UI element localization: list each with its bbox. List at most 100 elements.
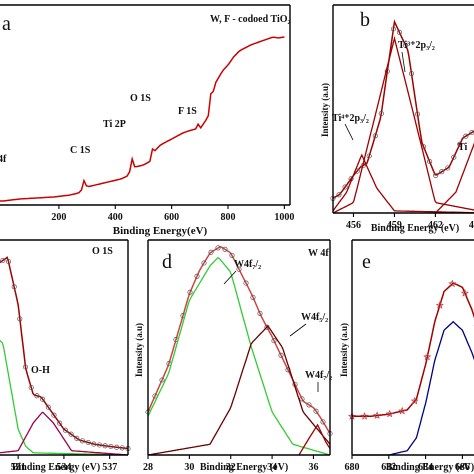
data-point: [194, 273, 200, 279]
annotation-leader: [401, 51, 406, 73]
data-point: [299, 396, 305, 402]
x-tick-label: 534: [56, 462, 71, 473]
data-point: [320, 419, 326, 425]
x-tick-label: 531: [11, 462, 26, 473]
data-point: [385, 409, 394, 418]
data-point: [271, 338, 277, 344]
x-tick-label: 32: [226, 462, 236, 473]
data-point: [435, 301, 444, 309]
x-tick-label: 800: [221, 212, 236, 223]
y-axis-label: Intensity (a.u): [320, 83, 330, 137]
x-axis-label: Binding Energy(eV): [113, 225, 208, 237]
peak-annotation: Ti³⁺2p₃/₂: [398, 40, 435, 51]
x-tick-label: 34: [267, 462, 277, 473]
x-tick-label: 28: [143, 462, 153, 473]
data-point: [11, 284, 17, 290]
data-point: [114, 444, 120, 450]
data-point: [410, 396, 419, 405]
data-point: [62, 427, 68, 433]
annotation-leader: [223, 270, 237, 285]
x-tick-label: 400: [108, 212, 123, 223]
data-point: [378, 111, 384, 117]
x-tick-label: 465: [469, 220, 474, 231]
data-point: [398, 406, 407, 415]
data-point: [414, 111, 421, 117]
series-line-0: [352, 282, 474, 418]
x-tick-label: 684: [418, 462, 433, 473]
data-point: [85, 439, 91, 446]
peak-annotation: O 1S: [130, 93, 151, 104]
data-point: [208, 249, 214, 255]
peak-annotation: Ti⁴⁺2p₃/₂: [332, 113, 369, 124]
data-point: [68, 431, 74, 437]
data-point: [451, 154, 457, 160]
x-tick-label: 682: [381, 462, 396, 473]
data-point: [40, 396, 46, 402]
data-point: [439, 169, 445, 175]
data-point: [119, 445, 125, 451]
peak-annotation: W4f₇/₂: [305, 370, 332, 381]
series-line-1: [352, 320, 474, 456]
x-tick-label: 462: [428, 220, 443, 231]
data-point: [402, 42, 409, 48]
y-axis-label: Intensity (a.u): [134, 323, 144, 377]
data-point: [336, 192, 342, 198]
series-line-0: [0, 256, 129, 450]
x-tick-label: 459: [387, 220, 402, 231]
data-point: [17, 316, 23, 322]
panel-legend: W 4f: [308, 248, 329, 259]
peak-annotation: Ti: [458, 142, 467, 153]
panel-label: b: [360, 9, 370, 31]
panel-label: d: [162, 251, 172, 273]
data-point: [372, 411, 382, 419]
data-point: [229, 252, 235, 258]
data-point: [187, 289, 193, 295]
data-point: [342, 184, 348, 190]
data-point: [313, 408, 319, 414]
x-tick-label: 600: [164, 212, 179, 223]
x-tick-label: 36: [308, 462, 318, 473]
data-point: [457, 141, 463, 147]
data-point: [423, 352, 432, 361]
series-line-2: [332, 153, 474, 214]
panel-label: O 1S: [92, 246, 113, 257]
panel-label: a: [2, 13, 11, 35]
data-point: [215, 245, 221, 251]
data-point: [222, 246, 228, 252]
data-point: [243, 280, 249, 286]
data-point: [460, 288, 470, 297]
data-point: [108, 443, 114, 450]
x-tick-label: 1000: [274, 212, 294, 223]
data-point: [51, 412, 57, 418]
series-line-0: [0, 36, 285, 202]
data-point: [22, 364, 29, 370]
series-line-1: [0, 339, 128, 456]
data-point: [408, 71, 415, 77]
x-tick-label: 456: [346, 220, 361, 231]
peak-annotation: W4f₇/₂: [234, 259, 261, 270]
series-line-3: [298, 423, 331, 456]
data-point: [45, 404, 51, 410]
peak-annotation: Ti 2P: [103, 119, 126, 130]
data-point: [445, 165, 451, 171]
data-point: [463, 133, 469, 139]
annotation-leader: [289, 323, 307, 337]
series-line-2: [147, 325, 331, 456]
data-point: [469, 129, 474, 136]
data-point: [278, 352, 284, 358]
data-point: [0, 257, 6, 264]
panel-b: 456 459 462 465 Binding Energy (eV) Intensity…: [320, 4, 474, 234]
panel-label: e: [362, 251, 371, 273]
panel-d: 28 30 32 34 36 Binding Energy (eV) Intensity (…: [134, 239, 333, 473]
x-axis-label: Binding Energy (eV): [12, 462, 100, 473]
panel-legend: W, F - codoed TiO₂: [210, 14, 291, 25]
data-point: [390, 26, 396, 32]
series-line-3: [434, 142, 474, 214]
x-axis-label: Binding Energy (eV): [371, 223, 459, 234]
panel-a: 200 400 600 800 1000 Binding Energy(eV) a W, F …: [0, 4, 294, 237]
data-point: [74, 435, 80, 441]
peak-annotation: C 1S: [70, 145, 91, 156]
data-point: [433, 172, 439, 178]
data-point: [34, 393, 40, 399]
